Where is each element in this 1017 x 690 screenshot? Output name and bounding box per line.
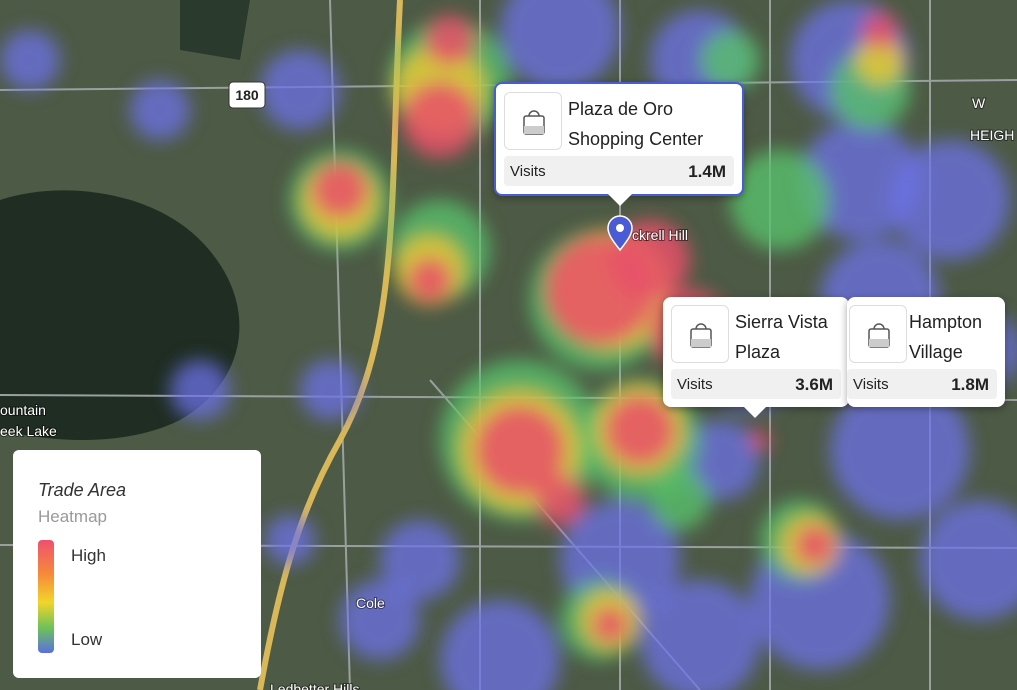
place-popup[interactable]: Plaza de Oro Shopping Center Visits 1.4M	[494, 82, 744, 196]
heat-blob	[440, 600, 560, 690]
heat-blob	[265, 515, 315, 565]
metric-row: Visits 1.8M	[847, 369, 997, 399]
metric-value: 1.8M	[951, 375, 989, 394]
highway-label: 180	[235, 87, 259, 103]
legend-gradient	[38, 540, 54, 653]
legend-low: Low	[71, 630, 103, 649]
heat-blob	[260, 50, 340, 130]
legend-high: High	[71, 546, 106, 565]
legend-subtitle: Heatmap	[38, 507, 107, 526]
metric-row: Visits 3.6M	[671, 369, 841, 399]
metric-value: 3.6M	[795, 375, 833, 394]
popup-pointer	[608, 194, 632, 206]
heat-blob	[425, 15, 475, 65]
heat-blob	[300, 360, 360, 420]
heat-blob	[340, 580, 420, 660]
heat-blob	[475, 405, 565, 495]
place-name: Sierra Vista Plaza	[735, 312, 828, 362]
district-label: W	[972, 95, 986, 111]
bag-icon	[690, 323, 712, 348]
legend: Trade Area Heatmap High Low	[13, 450, 261, 678]
heat-blob	[408, 258, 452, 302]
heat-blob	[750, 430, 770, 450]
town-label: ckrell Hill	[632, 227, 688, 243]
heat-blob	[855, 35, 905, 85]
heat-blob	[700, 30, 760, 90]
water	[180, 0, 250, 60]
lake-label: eek Lake	[0, 423, 57, 439]
heat-blob	[500, 0, 620, 90]
heat-blob	[170, 360, 230, 420]
heat-blob	[830, 380, 970, 520]
heat-blob	[795, 525, 835, 565]
heat-blob	[920, 500, 1017, 620]
legend-title: Trade Area	[38, 480, 127, 500]
popup-pointer	[743, 406, 767, 418]
heat-blob	[312, 162, 368, 218]
bag-icon	[868, 323, 890, 348]
store-icon	[504, 92, 562, 150]
heat-blob	[650, 470, 710, 530]
place-name: Hampton Village	[909, 312, 983, 362]
heat-blob	[0, 30, 60, 90]
place-popup[interactable]: Sierra Vista Plaza Visits 3.6M	[663, 297, 849, 407]
location-pin[interactable]	[607, 215, 633, 252]
heat-blob	[130, 80, 190, 140]
metric-row: Visits 1.4M	[504, 156, 734, 186]
place-label: Cole	[356, 595, 385, 611]
road	[329, 0, 351, 690]
highway	[257, 0, 403, 690]
highway-shield	[228, 81, 266, 109]
heat-blob	[402, 82, 478, 158]
metric-value: 1.4M	[688, 162, 726, 181]
bag-icon	[523, 110, 545, 135]
metric-label: Visits	[510, 163, 546, 180]
place-label: Ledbetter Hills	[270, 681, 360, 690]
heat-blob	[800, 120, 920, 240]
heat-blob	[890, 140, 1010, 260]
heat-blob	[380, 520, 460, 600]
heat-blob	[862, 12, 898, 48]
store-icon	[671, 305, 729, 363]
store-icon	[849, 305, 907, 363]
metric-label: Visits	[853, 376, 889, 393]
place-name: Plaza de Oro Shopping Center	[568, 99, 704, 149]
heat-blob	[605, 395, 675, 465]
lake-label: ountain	[0, 402, 46, 418]
heat-blob	[535, 475, 585, 525]
place-popup[interactable]: Hampton Village Visits 1.8M	[847, 297, 1005, 407]
heat-blob	[592, 607, 628, 643]
district-label: HEIGH	[970, 127, 1014, 143]
pin-dot	[616, 224, 624, 232]
metric-label: Visits	[677, 376, 713, 393]
heat-blob	[610, 220, 690, 300]
heat-blob	[730, 150, 830, 250]
heat-blob	[640, 580, 760, 690]
